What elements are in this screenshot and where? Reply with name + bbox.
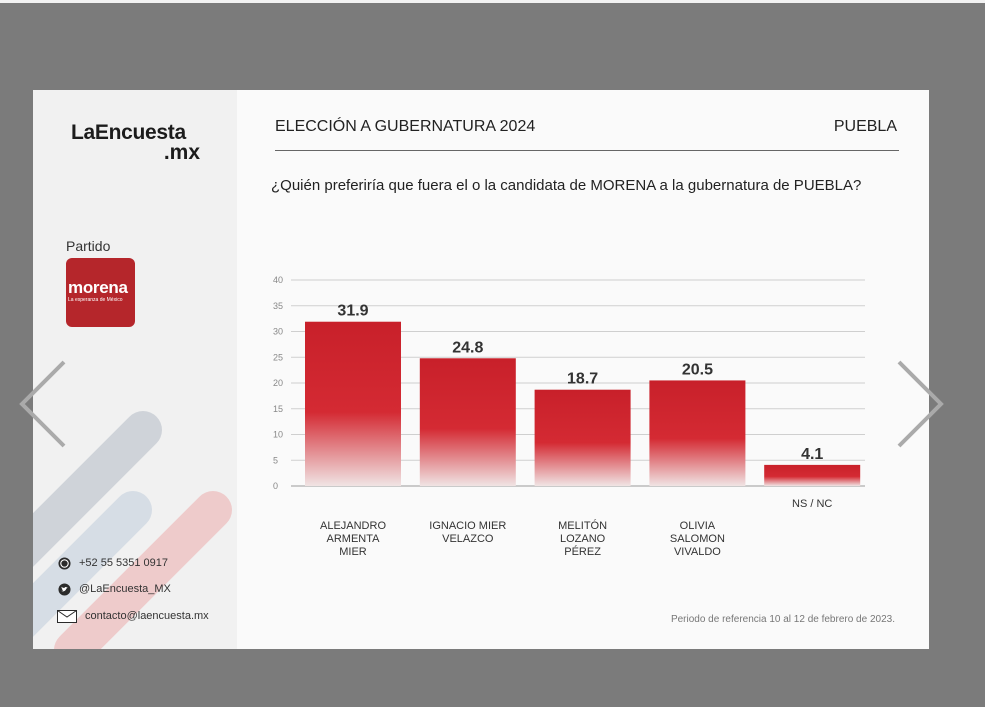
morena-logo-text: morena [68,278,128,297]
contact-email[interactable]: contacto@laencuesta.mx [57,609,209,623]
whatsapp-icon [57,556,71,570]
main-panel: ELECCIÓN A GUBERNATURA 2024 PUEBLA ¿Quié… [237,90,929,649]
brand-line2: .mx [163,141,200,164]
contact-phone: +52 55 5351 0917 [57,556,168,570]
bar-chart: 0 5 10 15 20 25 30 35 40 31.9 ALEJANDROARMENTAMIER… [273,275,865,558]
bar [305,321,401,486]
category-label: ARMENTA [327,533,381,545]
category-label: NS / NC [792,498,832,510]
bar-value-label: 4.1 [801,446,823,463]
y-tick-label: 10 [273,430,283,440]
category-label: PÉREZ [564,545,601,558]
slide-card: LaEncuesta .mx Partido morena La esperan… [33,90,929,649]
bar-value-label: 18.7 [567,371,598,388]
bar [764,464,861,486]
header-divider [275,150,899,151]
bar-value-label: 20.5 [682,361,713,378]
category-label: SALOMON [670,533,725,545]
category-label: MIER [339,546,367,558]
brand-line1: LaEncuesta [71,121,186,144]
bar-value-label: 24.8 [452,339,483,356]
y-tick-label: 35 [273,301,283,311]
phone-text: +52 55 5351 0917 [79,557,169,569]
bar [649,380,746,486]
previous-arrow-icon[interactable] [18,360,68,450]
bar [534,389,631,486]
party-label: Partido [66,238,111,254]
reference-period: Periodo de referencia 10 al 12 de febrer… [670,614,895,625]
twitter-text: @LaEncuesta_MX [79,583,171,595]
morena-logo: morena La esperanza de México [66,258,135,327]
email-text: contacto@laencuesta.mx [85,610,209,622]
twitter-icon [57,582,71,596]
bar [419,358,516,486]
y-tick-label: 0 [273,481,278,491]
top-frame-strip [0,0,985,3]
y-tick-label: 5 [273,455,278,465]
y-tick-label: 15 [273,404,283,414]
category-label: OLIVIA [680,520,716,532]
question-text: ¿Quién preferiría que fuera el o la cand… [271,177,862,194]
y-tick-label: 20 [273,378,283,388]
y-tick-label: 25 [273,352,283,362]
brand-logo: LaEncuesta .mx [71,121,211,164]
category-label: IGNACIO MIER [429,520,506,532]
y-tick-label: 40 [273,275,283,285]
category-label: LOZANO [560,533,606,545]
category-label: VELAZCO [442,533,494,545]
page-title: ELECCIÓN A GUBERNATURA 2024 [275,118,536,135]
bar-value-label: 31.9 [337,303,368,320]
category-label: VIVALDO [674,546,721,558]
contact-twitter[interactable]: @LaEncuesta_MX [57,582,171,596]
next-arrow-icon[interactable] [895,360,945,450]
sidebar: LaEncuesta .mx Partido morena La esperan… [33,90,237,649]
y-tick-label: 30 [273,327,283,337]
category-label: MELITÓN [558,519,607,532]
state-label: PUEBLA [833,118,897,135]
category-label: ALEJANDRO [320,520,386,532]
decorative-stripes [33,411,232,649]
morena-logo-subtext: La esperanza de México [68,297,123,303]
mail-icon [57,609,77,623]
